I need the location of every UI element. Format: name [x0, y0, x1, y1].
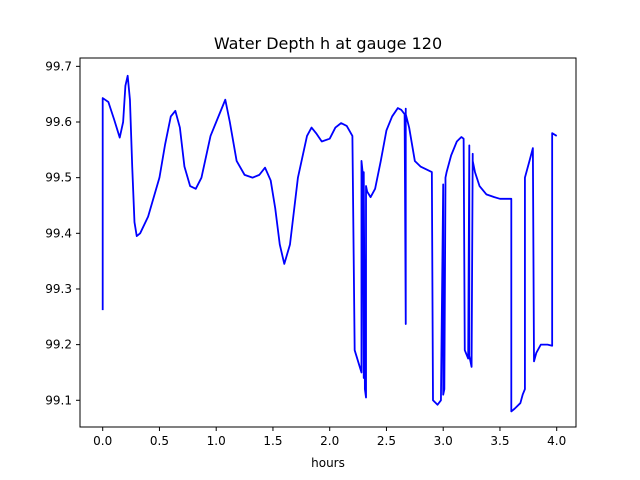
x-axis: 0.0 0.5 1.0 1.5 2.0 2.5 3.0 3.5 4.0: [93, 427, 566, 448]
chart-title: Water Depth h at gauge 120: [214, 34, 442, 53]
x-tick-label: 1.0: [207, 434, 226, 448]
x-tick-label: 3.0: [434, 434, 453, 448]
x-tick-label: 0.5: [150, 434, 169, 448]
x-tick-label: 1.5: [263, 434, 282, 448]
y-tick-label: 99.5: [45, 171, 72, 185]
y-axis: 99.1 99.2 99.3 99.4 99.5 99.6 99.7: [45, 59, 80, 407]
y-tick-label: 99.1: [45, 393, 72, 407]
plot-frame: [79, 57, 577, 428]
y-tick-label: 99.7: [45, 59, 72, 73]
y-tick-label: 99.4: [45, 226, 72, 240]
x-tick-label: 2.0: [320, 434, 339, 448]
x-tick-label: 0.0: [93, 434, 112, 448]
series-line-0: [101, 74, 558, 413]
x-tick-label: 3.5: [490, 434, 509, 448]
x-axis-label: hours: [311, 456, 345, 470]
y-tick-label: 99.6: [45, 115, 72, 129]
y-tick-label: 99.2: [45, 338, 72, 352]
x-tick-label: 2.5: [377, 434, 396, 448]
plot-area: [79, 57, 577, 428]
x-tick-label: 4.0: [547, 434, 566, 448]
y-tick-label: 99.3: [45, 282, 72, 296]
